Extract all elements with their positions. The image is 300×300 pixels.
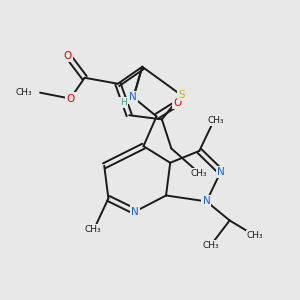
Text: O: O: [173, 98, 182, 108]
Text: O: O: [64, 51, 72, 61]
Text: N: N: [202, 196, 210, 206]
Text: N: N: [130, 92, 137, 102]
Text: CH₃: CH₃: [84, 225, 101, 234]
Text: CH₃: CH₃: [202, 241, 219, 250]
Text: N: N: [217, 167, 225, 177]
Text: O: O: [66, 94, 74, 103]
Text: CH₃: CH₃: [190, 169, 207, 178]
Text: CH₃: CH₃: [207, 116, 224, 125]
Text: S: S: [178, 90, 184, 100]
Text: H: H: [121, 98, 127, 107]
Text: CH₃: CH₃: [16, 88, 33, 97]
Text: N: N: [131, 206, 139, 217]
Text: CH₃: CH₃: [247, 231, 263, 240]
